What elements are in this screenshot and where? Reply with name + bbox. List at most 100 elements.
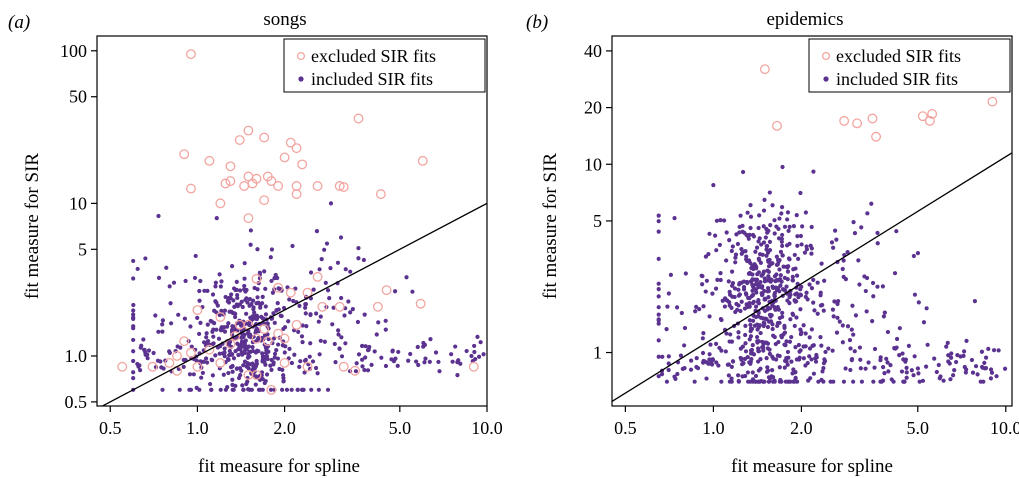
included-point [746, 379, 751, 384]
included-point [234, 287, 239, 292]
chart-title: songs [263, 9, 306, 30]
included-point [260, 376, 265, 382]
included-point [793, 266, 798, 271]
included-point [145, 356, 150, 361]
included-point [289, 360, 295, 366]
included-point [316, 387, 321, 392]
included-point [219, 325, 224, 330]
included-point [272, 355, 277, 360]
included-point [700, 282, 705, 287]
excluded-point [291, 181, 302, 191]
included-point [215, 345, 221, 350]
included-point [717, 345, 722, 351]
included-point [830, 307, 836, 312]
included-point [809, 286, 815, 291]
included-point [336, 328, 341, 333]
included-point [944, 344, 949, 349]
included-point [254, 313, 259, 318]
included-point [213, 353, 218, 358]
included-point [675, 371, 680, 377]
included-point [700, 350, 706, 356]
included-point [888, 363, 893, 368]
included-point [718, 316, 724, 322]
included-point [689, 358, 694, 363]
included-point [753, 304, 759, 309]
included-point [308, 312, 313, 317]
included-point [265, 321, 270, 326]
included-point [813, 359, 819, 364]
included-point [856, 258, 861, 263]
included-point [258, 387, 263, 392]
included-point [795, 243, 800, 248]
included-point [739, 251, 744, 256]
included-point [790, 278, 796, 283]
included-point [782, 224, 788, 229]
included-point [286, 319, 291, 324]
included-point [250, 367, 255, 372]
included-point [758, 279, 763, 285]
included-point [771, 356, 776, 361]
included-point [875, 284, 880, 289]
included-point [245, 300, 250, 305]
included-point [787, 339, 793, 344]
included-point [945, 340, 950, 345]
included-point [810, 343, 815, 348]
included-point [240, 352, 245, 357]
included-point [361, 257, 366, 263]
excluded-point [839, 115, 850, 126]
included-point [758, 315, 764, 320]
included-point [315, 371, 320, 376]
excluded-point [350, 365, 360, 376]
included-point [666, 291, 671, 296]
included-point [715, 277, 720, 283]
included-point [131, 276, 136, 281]
included-point [799, 242, 804, 247]
included-point [809, 224, 814, 230]
legend: excluded SIR fits included SIR fits [808, 38, 1011, 93]
included-point [478, 340, 483, 345]
included-point [770, 322, 775, 327]
included-point [469, 353, 474, 359]
included-point [289, 387, 294, 392]
included-point [755, 334, 760, 340]
included-point [239, 341, 244, 346]
included-point [383, 327, 388, 332]
included-point [303, 311, 308, 316]
included-point [807, 335, 812, 340]
included-point [730, 359, 736, 364]
included-point [748, 361, 753, 366]
included-point [744, 302, 749, 307]
included-point [141, 337, 146, 342]
included-point [160, 387, 165, 392]
included-point [202, 288, 207, 293]
included-point [246, 344, 252, 349]
included-point [879, 379, 884, 384]
included-point [882, 310, 887, 315]
included-point [790, 371, 795, 376]
included-point [912, 354, 917, 359]
included-point [197, 288, 202, 294]
included-point [436, 359, 441, 365]
panel-epidemics: (b) epidemics fit measure for SIR fit me… [526, 9, 1019, 477]
included-point [355, 319, 361, 325]
included-point [891, 379, 896, 384]
included-point [756, 285, 761, 290]
legend-label-excluded: excluded SIR fits [836, 46, 961, 66]
excluded-point [381, 285, 392, 296]
included-point [131, 370, 136, 375]
included-point [994, 374, 999, 379]
included-point [983, 355, 989, 360]
included-point [674, 305, 680, 310]
included-point [880, 284, 885, 289]
scatter-marks [612, 64, 1012, 402]
included-point [818, 293, 823, 298]
included-point [765, 268, 770, 273]
included-point [694, 355, 699, 361]
included-point [872, 365, 877, 370]
included-point [757, 213, 762, 218]
included-point [761, 379, 766, 384]
included-point [979, 349, 985, 354]
included-point [852, 349, 857, 354]
x-tick-label: 2.0 [790, 418, 813, 438]
